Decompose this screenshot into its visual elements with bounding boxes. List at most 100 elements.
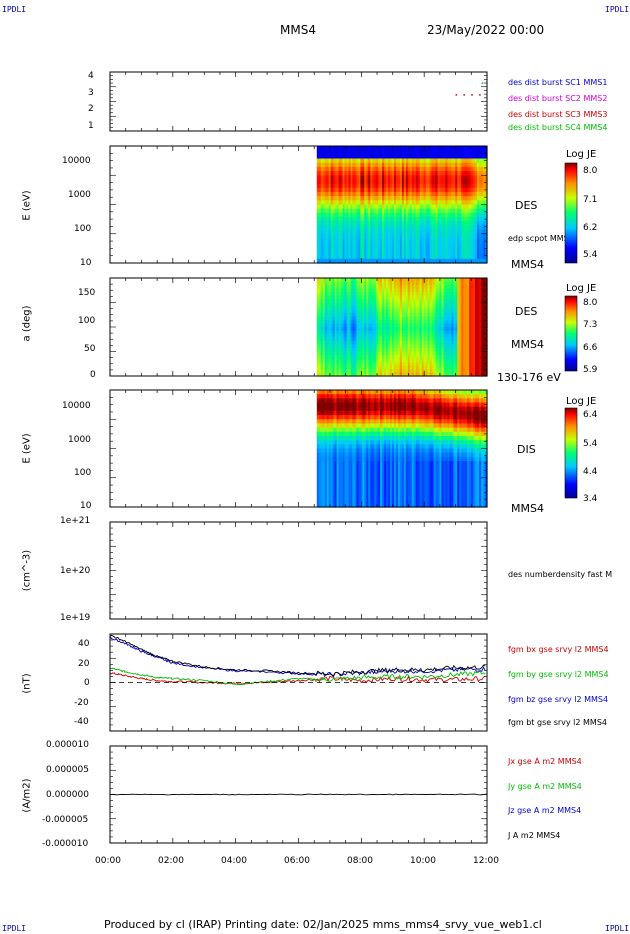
spectrogram-cell: [352, 171, 355, 176]
spectrogram-cell: [380, 288, 383, 293]
spectrogram-cell: [334, 208, 338, 214]
spectrogram-cell: [437, 204, 441, 210]
spectrogram-cell: [356, 309, 359, 314]
spectrogram-cell: [338, 285, 342, 290]
spectrogram-cell: [423, 323, 427, 328]
spectrogram-cell: [435, 288, 439, 293]
spectrogram-cell: [403, 334, 407, 339]
spectrogram-cell: [429, 278, 433, 283]
spectrogram-cell: [380, 341, 383, 346]
spectrogram-cell: [324, 242, 328, 247]
spectrogram-cell: [382, 299, 385, 304]
spectrogram-cell: [473, 372, 476, 377]
spectrogram-cell: [330, 187, 334, 193]
spectrogram-cell: [433, 369, 437, 374]
spectrogram-cell: [332, 351, 336, 356]
spectrogram-cell: [396, 208, 399, 214]
spectrogram-cell: [455, 369, 458, 374]
spectrogram-cell: [382, 166, 385, 172]
spectrogram-cell: [427, 337, 431, 342]
spectrogram-cell: [380, 237, 383, 243]
spectrogram-cell: [378, 306, 381, 311]
spectrogram-cell: [421, 334, 425, 339]
spectrogram-cell: [320, 456, 324, 462]
spectrogram-cell: [366, 369, 369, 374]
spectrogram-cell: [352, 295, 355, 300]
spectrogram-cell: [356, 344, 359, 349]
spectrogram-cell: [465, 250, 468, 256]
spectrogram-cell: [475, 302, 478, 307]
spectrogram-cell: [388, 179, 391, 185]
spectrogram-cell: [477, 233, 480, 239]
spectrogram-cell: [390, 166, 393, 172]
spectrogram-cell: [411, 237, 415, 243]
spectrogram-cell: [368, 330, 371, 335]
spectrogram-cell: [475, 242, 478, 247]
spectrogram-cell: [376, 316, 379, 321]
spectrogram-cell: [342, 208, 346, 214]
spectrogram-cell: [423, 246, 427, 252]
spectrogram-cell: [479, 192, 482, 197]
spectrogram-cell: [326, 278, 330, 283]
spectrogram-cell: [455, 295, 458, 300]
spectrogram-cell: [457, 229, 460, 235]
ytick-bfield-40: 40: [78, 639, 90, 649]
spectrogram-cell: [417, 212, 421, 218]
spectrogram-cell: [481, 309, 484, 314]
spectrogram-cell: [457, 281, 460, 286]
spectrogram-cell: [388, 217, 391, 222]
spectrogram-cell: [332, 295, 336, 300]
spectrogram-cell: [356, 221, 359, 226]
spectrogram-cell: [419, 355, 423, 360]
spectrogram-cell: [398, 225, 401, 231]
spectrogram-cell: [473, 309, 476, 314]
spectrogram-cell: [411, 327, 415, 332]
spectrogram-cell: [411, 150, 415, 155]
spectrogram-cell: [465, 154, 468, 160]
spectrogram-cell: [394, 146, 397, 151]
spectrogram-cell: [447, 250, 450, 256]
spectrogram-cell: [374, 302, 377, 307]
spectrogram-cell: [477, 348, 480, 353]
spectrogram-cell: [431, 288, 435, 293]
spectrogram-cell: [399, 337, 403, 342]
spectrogram-cell: [445, 285, 448, 290]
spectrogram-cell: [431, 200, 435, 206]
spectrogram-cell: [376, 217, 379, 222]
spectrogram-cell: [386, 150, 389, 155]
spectrogram-cell: [316, 477, 320, 483]
spectrogram-cell: [485, 348, 488, 353]
spectrogram-cell: [382, 154, 385, 160]
spectrogram-cell: [318, 208, 322, 214]
spectrogram-cell: [399, 204, 403, 210]
spectrogram-cell: [427, 229, 431, 235]
spectrogram-cell: [360, 192, 363, 197]
spectrogram-cell: [398, 330, 401, 335]
spectrogram-cell: [477, 258, 480, 264]
spectrogram-cell: [477, 183, 480, 189]
spectrogram-cell: [382, 221, 385, 226]
spectrogram-cell: [332, 309, 336, 314]
spectrogram-cell: [316, 254, 320, 260]
spectrogram-cell: [429, 171, 433, 176]
spectrogram-cell: [318, 295, 322, 300]
spectrogram-cell: [447, 351, 450, 356]
spectrogram-cell: [443, 158, 447, 164]
spectrogram-cell: [459, 183, 462, 189]
spectrogram-cell: [392, 204, 395, 210]
spectrogram-cell: [380, 229, 383, 235]
spectrogram-cell: [388, 208, 391, 214]
spectrogram-cell: [344, 196, 348, 201]
spectrogram-cell: [409, 362, 413, 367]
spectrogram-cell: [368, 208, 371, 214]
spectrogram-cell: [417, 281, 421, 286]
spectrogram-cell: [380, 250, 383, 256]
spectrogram-cell: [366, 233, 369, 239]
spectrogram-cell: [316, 431, 320, 437]
spectrogram-cell: [469, 306, 472, 311]
spectrogram-cell: [382, 330, 385, 335]
spectrogram-cell: [411, 285, 415, 290]
spectrogram-cell: [419, 212, 423, 218]
spectrogram-cell: [423, 348, 427, 353]
spectrogram-cell: [386, 204, 389, 210]
